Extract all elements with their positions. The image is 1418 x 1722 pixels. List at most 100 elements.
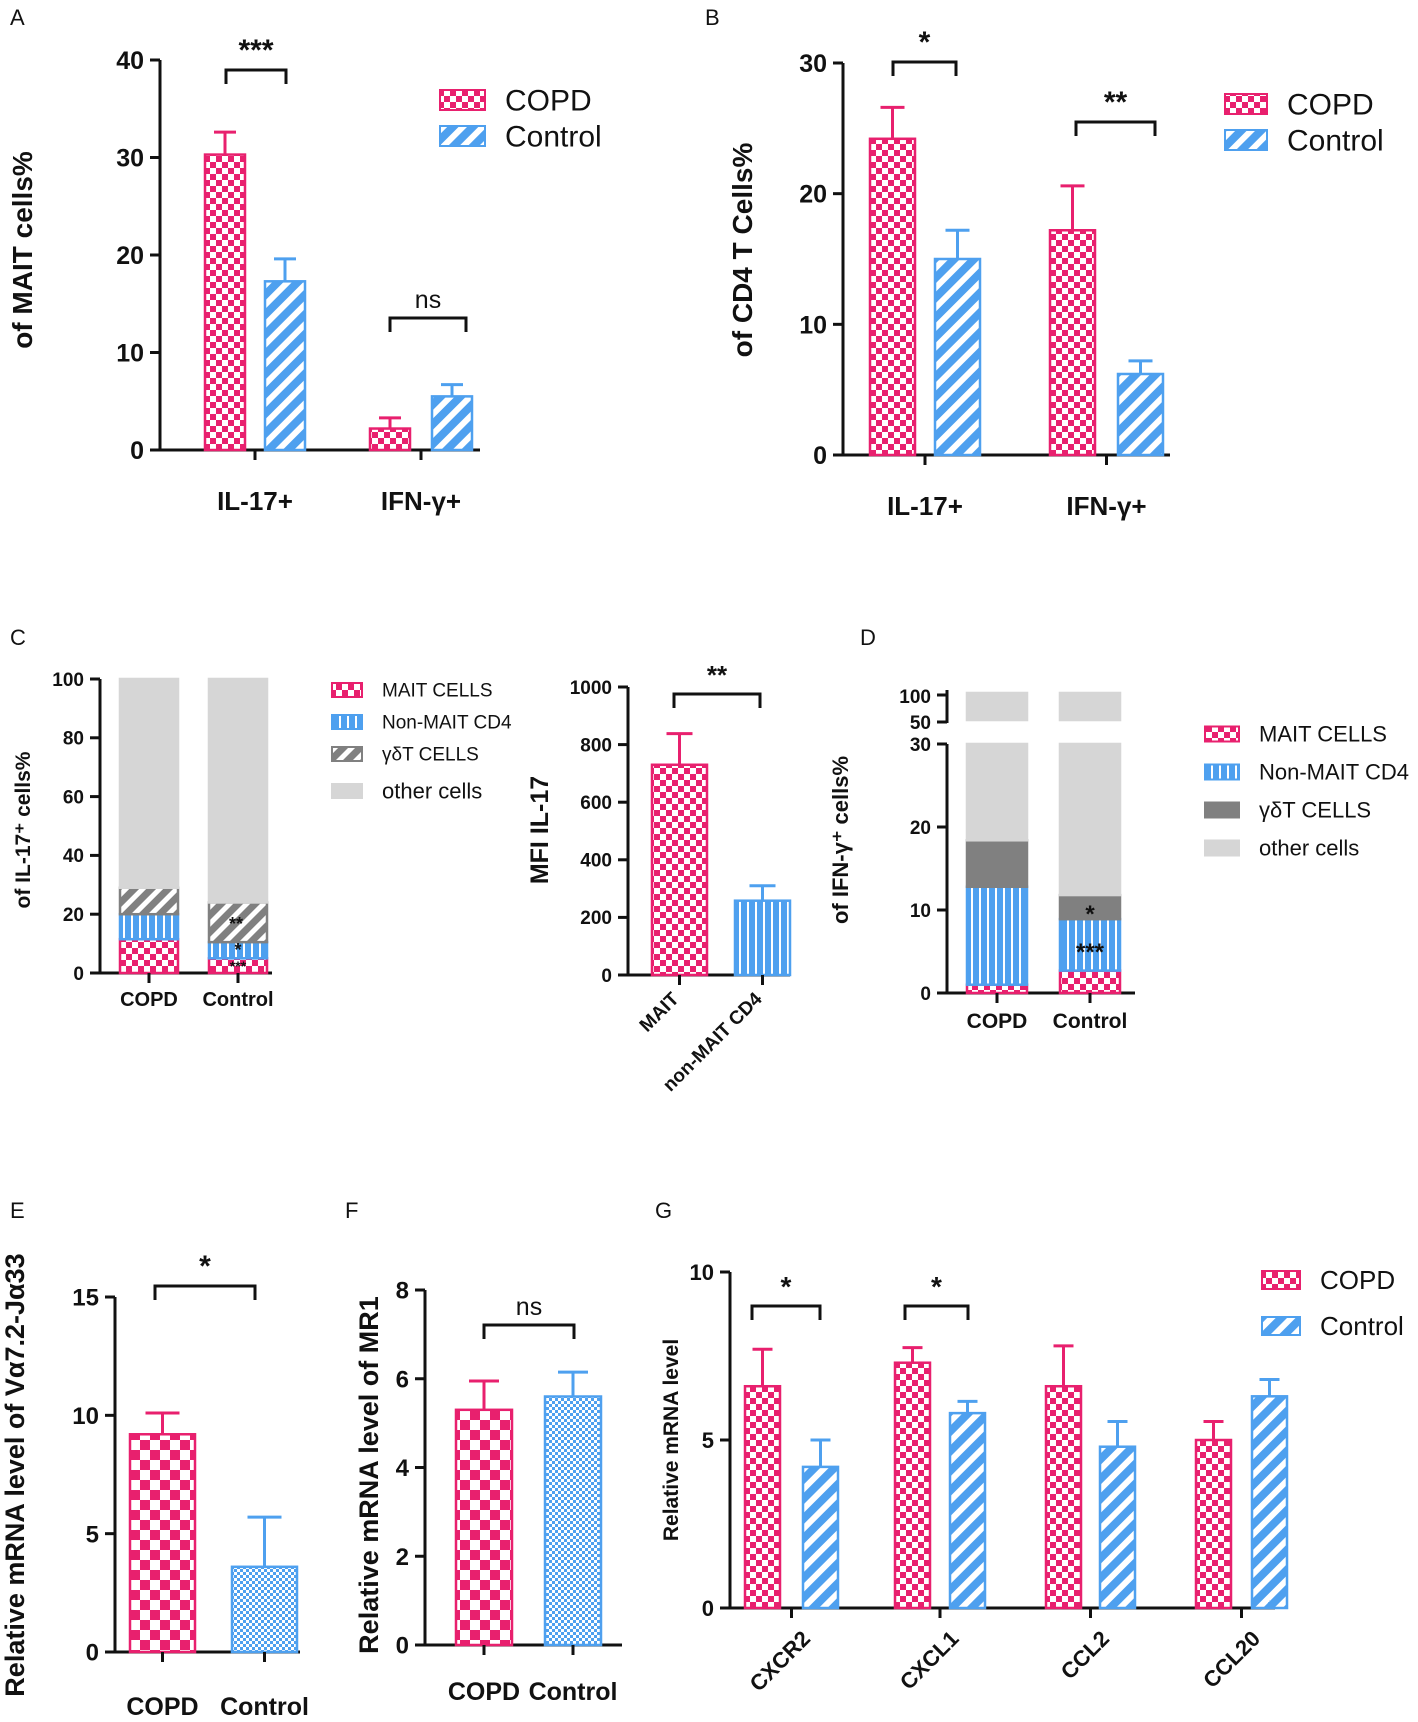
stack-segment-2 bbox=[965, 885, 1029, 986]
bar-control bbox=[933, 257, 982, 457]
category-label: CXCL1 bbox=[895, 1626, 964, 1695]
stack-segment-3 bbox=[965, 839, 1029, 889]
legend-copd-label: COPD bbox=[1320, 1265, 1395, 1295]
y-tick-label: 0 bbox=[396, 1633, 409, 1660]
y-tick-label: 10 bbox=[799, 311, 827, 339]
significance-label: ** bbox=[707, 660, 728, 690]
y-tick-label: 40 bbox=[116, 47, 144, 75]
legend-copd-swatch bbox=[439, 89, 486, 111]
significance-label: * bbox=[919, 26, 931, 59]
y-axis-title: of CD4 T Cells% bbox=[727, 143, 758, 358]
stack-annotation: * bbox=[1085, 901, 1095, 928]
y-tick-label: 10 bbox=[690, 1260, 714, 1285]
legend-other-swatch bbox=[331, 783, 363, 799]
legend-copd-swatch bbox=[1261, 1270, 1301, 1290]
panel-E: E 0 5 10 15 Relative mRNA level of Vα7.2-Jα33… bbox=[0, 1198, 309, 1721]
y-axis-title: of IL-17⁺ cells% bbox=[12, 751, 35, 908]
category-label: MAIT bbox=[636, 988, 684, 1036]
category-label: COPD bbox=[448, 1678, 520, 1706]
stack-segment-other-upper bbox=[965, 691, 1029, 722]
y-tick-label: 30 bbox=[910, 735, 931, 756]
legend-control-swatch bbox=[439, 125, 486, 147]
y-tick-label: 10 bbox=[72, 1403, 99, 1430]
panel-F: F 0 2 4 6 8 Relative mRNA level of MR1 COPD Cont… bbox=[345, 1198, 622, 1706]
significance-label: * bbox=[781, 1271, 792, 1302]
y-tick-label: 0 bbox=[813, 442, 827, 470]
bar-copd bbox=[128, 1433, 197, 1654]
panel-G: G 0 5 10 Relative mRNA level CXCR2 CXCL1 CCL2 CC… bbox=[655, 1198, 1404, 1696]
y-tick-label: 10 bbox=[910, 901, 931, 922]
category-label: IL-17+ bbox=[887, 491, 963, 521]
significance-bracket bbox=[750, 1304, 822, 1320]
y-axis-title: MFI IL-17 bbox=[526, 776, 554, 884]
stack-annotation: *** bbox=[230, 958, 247, 974]
y-tick-label: 15 bbox=[72, 1285, 99, 1312]
bar-control bbox=[430, 395, 474, 452]
stack-segment-other-upper bbox=[1058, 691, 1122, 722]
bar-copd bbox=[893, 1361, 932, 1610]
y-tick-label: 10 bbox=[116, 340, 144, 368]
y-axis-title: of MAIT cells% bbox=[7, 151, 38, 349]
bar-control bbox=[543, 1395, 603, 1647]
legend-mait-label: MAIT CELLS bbox=[1259, 722, 1387, 747]
bar-control bbox=[1098, 1445, 1137, 1610]
legend-mait-swatch bbox=[1204, 725, 1240, 743]
y-tick-label: 200 bbox=[580, 908, 612, 929]
bar-control bbox=[801, 1465, 840, 1610]
y-tick-label: 0 bbox=[73, 964, 84, 985]
bar-copd bbox=[203, 153, 247, 452]
legend-non-mait-label: Non-MAIT CD4 bbox=[1259, 760, 1409, 785]
stack-segment-2 bbox=[1058, 917, 1122, 972]
y-tick-label: 50 bbox=[910, 713, 931, 734]
panel-letter: A bbox=[10, 5, 25, 30]
bar-copd bbox=[454, 1408, 514, 1647]
panel-letter: D bbox=[860, 625, 876, 650]
significance-bracket bbox=[388, 316, 468, 332]
stack-segment-1 bbox=[1058, 969, 1122, 995]
legend-non-mait-swatch bbox=[1204, 763, 1240, 781]
bar-copd bbox=[368, 427, 412, 452]
bar-copd bbox=[1194, 1438, 1233, 1610]
panel-letter: C bbox=[10, 625, 26, 650]
y-tick-label: 0 bbox=[920, 984, 931, 1005]
stack-segment-4 bbox=[207, 677, 269, 904]
y-tick-label: 30 bbox=[799, 50, 827, 78]
legend-other-label: other cells bbox=[1259, 836, 1359, 861]
bar-mait bbox=[650, 763, 709, 977]
y-tick-label: 0 bbox=[702, 1596, 714, 1621]
legend-copd-swatch bbox=[1224, 93, 1268, 115]
significance-label: ns bbox=[415, 286, 441, 314]
y-tick-label: 60 bbox=[63, 787, 84, 808]
bar-control bbox=[263, 280, 307, 452]
y-tick-label: 20 bbox=[799, 181, 827, 209]
bar-copd bbox=[1044, 1384, 1083, 1610]
category-label: CCL20 bbox=[1198, 1626, 1265, 1693]
legend-mait-swatch bbox=[331, 682, 363, 698]
legend-other-swatch bbox=[1204, 839, 1240, 857]
stack-annotation: ** bbox=[229, 914, 243, 934]
category-label: IFN-γ+ bbox=[1066, 491, 1146, 521]
legend-copd-label: COPD bbox=[505, 85, 592, 118]
panel-letter: B bbox=[705, 5, 720, 30]
stack-segment-other-lower bbox=[965, 742, 1029, 842]
legend-gd-swatch bbox=[331, 746, 363, 762]
panel-letter: F bbox=[345, 1198, 358, 1223]
y-tick-label: 100 bbox=[899, 687, 931, 708]
legend-gd-swatch bbox=[1204, 801, 1240, 819]
legend-gd-label: γδT CELLS bbox=[382, 745, 479, 766]
legend-control-swatch bbox=[1261, 1316, 1301, 1336]
category-label: CCL2 bbox=[1056, 1626, 1114, 1684]
y-tick-label: 5 bbox=[86, 1521, 99, 1548]
y-tick-label: 2 bbox=[396, 1544, 409, 1571]
y-tick-label: 100 bbox=[52, 670, 84, 691]
bar-copd bbox=[1048, 229, 1097, 457]
legend-gd-label: γδT CELLS bbox=[1259, 798, 1371, 823]
significance-label: *** bbox=[238, 34, 273, 67]
significance-bracket bbox=[1074, 120, 1157, 136]
category-label: CXCR2 bbox=[745, 1626, 815, 1696]
significance-bracket bbox=[153, 1284, 257, 1300]
stack-segment-other-lower bbox=[1058, 742, 1122, 897]
